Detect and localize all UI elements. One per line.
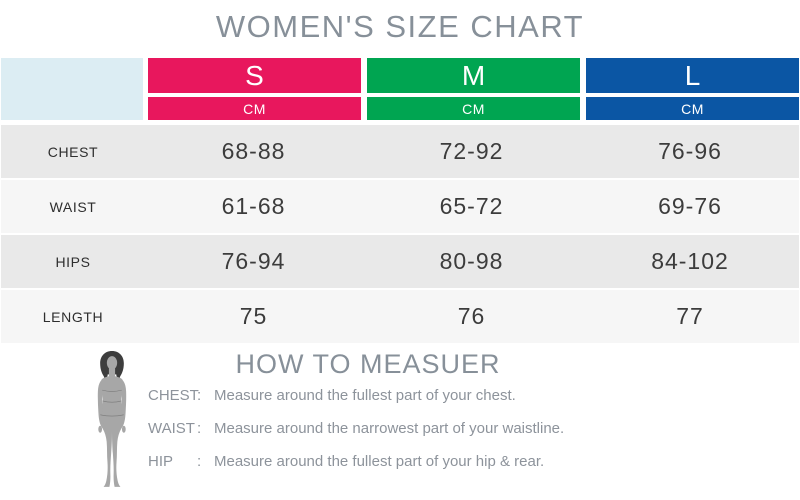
instruction-text: Measure around the fullest part of your … <box>214 386 516 404</box>
unit-cell-s: CM <box>148 97 361 120</box>
cell-waist-m: 65-72 <box>439 193 504 219</box>
cell-waist-s: 61-68 <box>221 193 286 219</box>
size-column-l: L CM <box>586 58 799 120</box>
measure-instruction-hip: HIP : Measure around the fullest part of… <box>148 451 564 471</box>
header-corner-cell <box>1 58 143 120</box>
instruction-label: CHEST <box>148 386 199 404</box>
cell-hips-s: 76-94 <box>221 248 286 274</box>
how-to-measure-section: HOW TO MEASUER CHEST : Measure around th… <box>0 348 800 500</box>
row-label: LENGTH <box>42 308 104 325</box>
how-to-measure-list: CHEST : Measure around the fullest part … <box>148 385 564 484</box>
cell-chest-m: 72-92 <box>439 138 504 164</box>
size-header-row: S CM M CM L CM <box>1 58 799 120</box>
cell-length-m: 76 <box>457 303 486 329</box>
instruction-colon: : <box>197 419 202 437</box>
table-row-length: LENGTH 75 76 77 <box>1 290 799 343</box>
cell-waist-l: 69-76 <box>658 193 722 219</box>
row-label: CHEST <box>47 143 99 160</box>
cell-length-l: 77 <box>676 303 704 329</box>
size-table-body: CHEST 68-88 72-92 76-96 WAIST 61-68 65-7… <box>1 125 799 345</box>
instruction-colon: : <box>197 386 202 404</box>
how-to-measure-title: HOW TO MEASUER <box>235 349 501 379</box>
row-label: WAIST <box>49 198 97 215</box>
cell-length-s: 75 <box>239 303 268 329</box>
cell-hips-l: 84-102 <box>651 248 729 274</box>
size-header-l: L <box>586 58 799 93</box>
cell-chest-s: 68-88 <box>221 138 286 164</box>
cell-chest-l: 76-96 <box>658 138 722 164</box>
unit-cell-m: CM <box>367 97 580 120</box>
instruction-label: WAIST <box>148 419 195 437</box>
measure-instruction-waist: WAIST : Measure around the narrowest par… <box>148 418 564 438</box>
table-row-waist: WAIST 61-68 65-72 69-76 <box>1 180 799 233</box>
instruction-label: HIP <box>148 452 174 470</box>
size-column-s: S CM <box>148 58 361 120</box>
unit-cell-l: CM <box>586 97 799 120</box>
table-row-hips: HIPS 76-94 80-98 84-102 <box>1 235 799 288</box>
page-title: WOMEN'S SIZE CHART <box>215 9 585 44</box>
size-column-m: M CM <box>367 58 580 120</box>
instruction-text: Measure around the narrowest part of you… <box>214 419 565 437</box>
size-header-s: S <box>148 58 361 93</box>
instruction-colon: : <box>197 452 202 470</box>
woman-silhouette-icon <box>86 351 138 491</box>
size-header-m: M <box>367 58 580 93</box>
table-row-chest: CHEST 68-88 72-92 76-96 <box>1 125 799 178</box>
measure-instruction-chest: CHEST : Measure around the fullest part … <box>148 385 564 405</box>
row-label: HIPS <box>55 253 91 270</box>
cell-hips-m: 80-98 <box>439 248 504 274</box>
instruction-text: Measure around the fullest part of your … <box>214 452 545 470</box>
